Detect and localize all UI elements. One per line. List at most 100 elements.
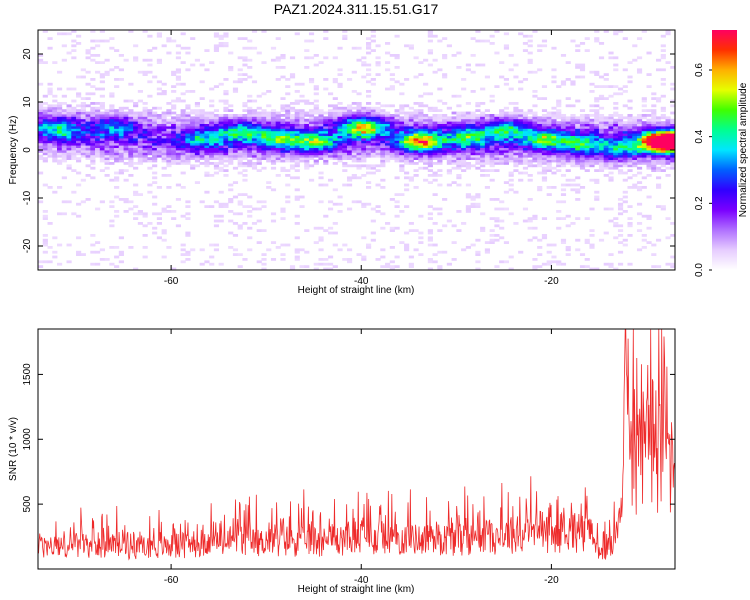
spectrogram-cell — [527, 159, 533, 163]
spectrogram-cell — [513, 140, 519, 144]
spectrogram-cell — [66, 135, 72, 139]
spectrogram-cell — [256, 219, 262, 223]
spectrogram-cell — [427, 32, 433, 36]
spectrogram-cell — [209, 126, 215, 129]
spectrogram-cell — [232, 138, 239, 141]
spectrogram-cell — [356, 154, 362, 158]
spectrogram-cell — [617, 92, 624, 96]
spectrogram-cell — [655, 58, 662, 62]
spectrogram-cell — [114, 116, 120, 120]
spectrogram-cell — [361, 121, 367, 124]
spectrogram-cell — [408, 145, 414, 148]
spectrogram-cell — [375, 56, 381, 60]
spectrogram-cell — [480, 102, 486, 105]
spectrogram-cell — [399, 150, 405, 153]
spectrogram-cell — [589, 121, 595, 124]
spectrogram-cell — [337, 106, 343, 110]
spectrogram-cell — [114, 186, 120, 189]
spectrogram-cell — [617, 135, 624, 139]
spectrogram-cell — [632, 174, 638, 177]
spectrogram-cell — [394, 265, 400, 268]
spectrogram-cell — [61, 130, 67, 134]
spectrogram-cell — [270, 154, 277, 158]
spectrogram-cell — [142, 128, 148, 132]
spectrogram-cell — [427, 140, 433, 144]
spectrogram-cell — [651, 253, 657, 256]
spectrogram-cell — [655, 238, 662, 242]
spectrogram-cell — [156, 58, 162, 62]
spectrogram-cell — [665, 121, 671, 124]
spectrogram-cell — [579, 162, 586, 165]
spectrogram-cell — [404, 152, 410, 156]
spectrogram-cell — [518, 123, 524, 127]
spectrogram-cell — [266, 130, 272, 134]
spectrogram-cell — [90, 46, 96, 50]
spectrogram-cell — [622, 116, 628, 120]
spectrogram-cell — [152, 181, 158, 184]
spectrogram-cell — [465, 135, 471, 139]
spectrogram-cell — [551, 166, 557, 170]
spectrogram-cell — [670, 133, 676, 136]
spectrogram-cell — [665, 130, 671, 134]
spectrogram-cell — [42, 30, 48, 33]
spectrogram-cell — [499, 114, 505, 117]
spectrogram-cell — [332, 114, 338, 117]
spectrogram-cell — [242, 116, 248, 120]
spectrogram-cell — [109, 104, 115, 108]
spectrogram-cell — [522, 145, 529, 148]
spectrogram-cell — [285, 133, 291, 136]
spectrogram-cell — [304, 135, 310, 139]
spectrogram-cell — [660, 138, 666, 141]
spectrogram-cell — [166, 138, 172, 141]
spectrogram-cell — [304, 66, 310, 69]
spectrogram-cell — [71, 126, 77, 129]
spectrogram-cell — [560, 142, 567, 146]
spectrogram-cell — [57, 104, 63, 108]
spectrogram-cell — [665, 30, 671, 33]
spectrogram-cell — [133, 118, 139, 122]
spectrogram-cell — [560, 159, 567, 163]
spectrogram-cell — [180, 126, 186, 129]
spectrogram-cell — [228, 198, 234, 201]
spectrogram-cell — [251, 128, 258, 132]
spectrogram-cell — [337, 118, 343, 122]
spectrogram-cell — [603, 157, 609, 160]
spectrogram-cell — [175, 121, 182, 124]
spectrogram-cell — [342, 150, 348, 153]
spectrogram-cell — [152, 130, 158, 134]
spectrogram-cell — [475, 114, 481, 117]
spectrogram-cell — [299, 248, 305, 252]
spectrogram-cell — [52, 130, 58, 134]
spectrogram-cell — [541, 121, 548, 124]
spectrogram-cell — [261, 157, 267, 160]
spectrogram-cell — [99, 94, 105, 98]
spectrogram-cell — [38, 114, 44, 117]
colorbar-gradient — [712, 30, 737, 270]
spectrogram-cell — [565, 135, 571, 139]
spectrogram-cell — [137, 140, 143, 144]
spectrogram-cell — [57, 130, 63, 134]
spectrogram-cell — [80, 128, 86, 132]
spectrogram-cell — [589, 178, 595, 182]
spectrogram-cell — [133, 217, 139, 220]
spectrogram-cell — [584, 241, 590, 244]
spectrogram-cell — [404, 114, 410, 117]
spectrogram-cell — [546, 123, 552, 127]
spectrogram-cell — [437, 99, 443, 103]
spectrogram-cell — [527, 154, 533, 158]
spectrogram-cell — [532, 114, 538, 117]
spectrogram-cell — [280, 126, 286, 129]
spectrogram-cell — [237, 116, 243, 120]
spectrogram-cell — [527, 138, 533, 141]
spectrogram-cell — [209, 123, 215, 127]
spectrogram-cell — [532, 147, 538, 151]
spectrogram-cell — [61, 109, 67, 112]
spectrogram-cell — [80, 97, 86, 100]
spectrogram-cell — [156, 140, 162, 144]
spectrogram-cell — [156, 34, 162, 38]
spectrogram-cell — [418, 152, 424, 156]
spectrogram-cell — [242, 118, 248, 122]
spectrogram-cell — [85, 97, 91, 100]
spectrogram-cell — [437, 152, 443, 156]
spectrogram-cell — [323, 267, 329, 271]
